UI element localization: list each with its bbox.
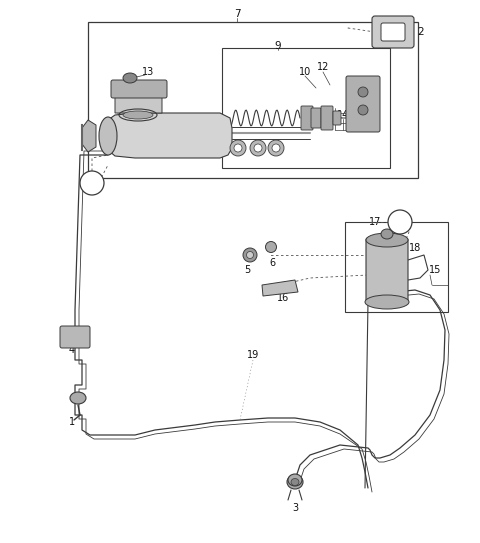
Text: 11: 11	[116, 112, 128, 122]
Text: 6: 6	[269, 258, 275, 268]
FancyBboxPatch shape	[60, 326, 90, 348]
Ellipse shape	[247, 251, 253, 258]
Ellipse shape	[358, 105, 368, 115]
Ellipse shape	[265, 242, 276, 252]
Ellipse shape	[366, 233, 408, 247]
FancyBboxPatch shape	[301, 106, 313, 130]
Ellipse shape	[250, 140, 266, 156]
Text: 4: 4	[69, 345, 75, 355]
Text: 13: 13	[142, 67, 154, 77]
Ellipse shape	[291, 478, 299, 485]
Circle shape	[388, 210, 412, 234]
Ellipse shape	[123, 111, 153, 119]
FancyBboxPatch shape	[321, 106, 333, 130]
Ellipse shape	[287, 475, 303, 489]
Polygon shape	[108, 113, 232, 158]
Text: 12: 12	[317, 62, 329, 72]
Ellipse shape	[123, 73, 137, 83]
Ellipse shape	[230, 140, 246, 156]
Text: 10: 10	[299, 67, 311, 77]
Bar	[222, 48, 390, 168]
Ellipse shape	[268, 140, 284, 156]
Ellipse shape	[99, 117, 117, 155]
Text: 18: 18	[409, 243, 421, 253]
FancyBboxPatch shape	[381, 23, 405, 41]
Text: A: A	[397, 218, 403, 226]
Bar	[345, 222, 448, 312]
Text: 17: 17	[369, 217, 381, 227]
Text: 19: 19	[247, 350, 259, 360]
Bar	[88, 22, 418, 178]
FancyBboxPatch shape	[333, 111, 341, 125]
Text: 8: 8	[129, 89, 135, 99]
Text: 17: 17	[374, 297, 386, 307]
Text: 15: 15	[429, 265, 441, 275]
Ellipse shape	[243, 248, 257, 262]
Polygon shape	[82, 120, 96, 152]
Text: 2: 2	[418, 27, 424, 37]
Ellipse shape	[358, 87, 368, 97]
Polygon shape	[115, 85, 162, 113]
Text: 7: 7	[234, 9, 240, 19]
Polygon shape	[262, 280, 298, 296]
FancyBboxPatch shape	[366, 238, 408, 304]
FancyBboxPatch shape	[346, 76, 380, 132]
Text: A: A	[89, 179, 95, 187]
Text: 9: 9	[275, 41, 281, 51]
Circle shape	[80, 171, 104, 195]
Ellipse shape	[272, 144, 280, 152]
Ellipse shape	[365, 295, 409, 309]
Ellipse shape	[234, 144, 242, 152]
Text: 3: 3	[292, 503, 298, 513]
Ellipse shape	[381, 229, 393, 239]
FancyBboxPatch shape	[372, 16, 414, 48]
Ellipse shape	[288, 474, 302, 486]
Text: 16: 16	[277, 293, 289, 303]
Text: 1: 1	[69, 417, 75, 427]
Ellipse shape	[70, 392, 86, 404]
Ellipse shape	[254, 144, 262, 152]
FancyBboxPatch shape	[311, 108, 321, 128]
Text: 14: 14	[337, 110, 349, 120]
FancyBboxPatch shape	[111, 80, 167, 98]
Text: 5: 5	[244, 265, 250, 275]
